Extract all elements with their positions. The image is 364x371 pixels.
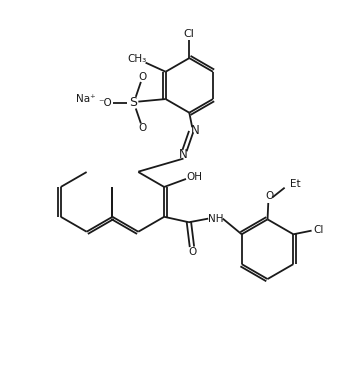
Text: S: S — [129, 96, 137, 109]
Text: Cl: Cl — [313, 224, 323, 234]
Text: N: N — [191, 124, 200, 137]
Text: Cl: Cl — [184, 29, 195, 39]
Text: Et: Et — [289, 179, 300, 189]
Text: O: O — [189, 247, 197, 257]
Text: OH: OH — [186, 172, 202, 182]
Text: N: N — [179, 148, 188, 161]
Text: O: O — [138, 72, 146, 82]
Text: ⁻O: ⁻O — [99, 98, 112, 108]
Text: NH: NH — [208, 214, 223, 224]
Text: CH₃: CH₃ — [127, 54, 146, 64]
Text: O: O — [138, 123, 146, 133]
Text: O: O — [265, 191, 273, 201]
Text: Na⁺: Na⁺ — [76, 94, 95, 104]
